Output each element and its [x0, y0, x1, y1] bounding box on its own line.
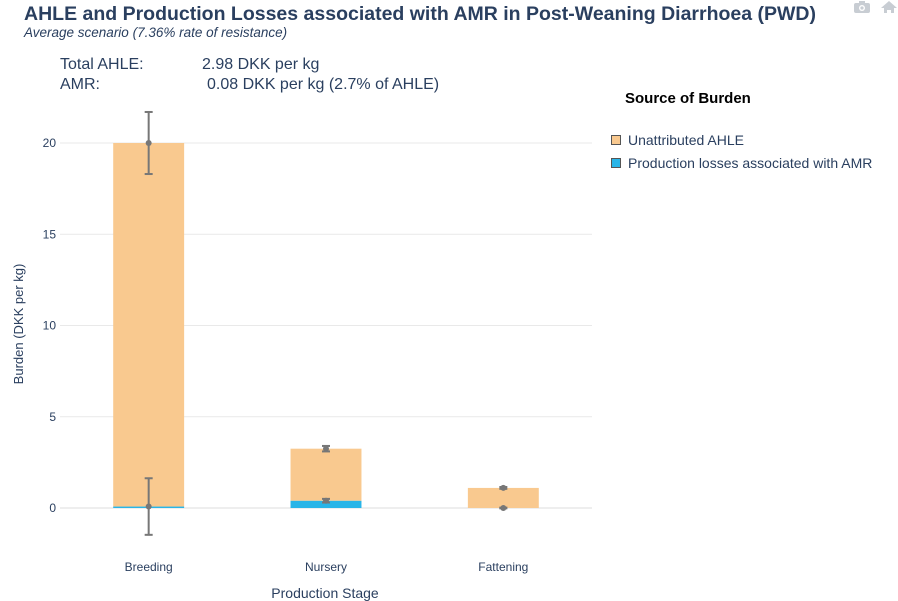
y-tick-label-20: 20: [43, 136, 57, 150]
chart-title: AHLE and Production Losses associated wi…: [24, 3, 817, 25]
home-icon[interactable]: [881, 1, 897, 13]
y-tick-label-15: 15: [43, 227, 57, 241]
legend-label-unattributed: Unattributed AHLE: [628, 132, 744, 148]
summary-amr-label: AMR:: [60, 76, 100, 93]
error-point-fattening-amr: [500, 505, 507, 511]
summary-total-label: Total AHLE:: [60, 56, 144, 73]
bars: [113, 143, 539, 508]
error-bars: [144, 110, 508, 536]
chart-subtitle: Average scenario (7.36% rate of resistan…: [24, 25, 288, 40]
y-axis-label: Burden (DKK per kg): [11, 264, 26, 385]
modebar: [848, 0, 898, 14]
x-tick-label-nursery: Nursery: [305, 560, 347, 574]
error-point-nursery-amr: [323, 497, 329, 504]
axis-ticks: 0 5 10 15 20 Breeding Nursery Fattening: [43, 136, 529, 574]
error-point-breeding-unattributed: [145, 140, 152, 146]
y-tick-label-0: 0: [49, 501, 56, 515]
legend-swatch-amr: [611, 158, 621, 168]
summary-total-value: 2.98 DKK per kg: [202, 56, 320, 73]
bar-nursery-unattributed: [290, 448, 362, 501]
y-tick-label-10: 10: [43, 319, 57, 333]
y-tick-label-5: 5: [49, 410, 56, 424]
error-point-nursery-unattributed: [323, 445, 329, 452]
bar-fattening-unattributed: [467, 487, 539, 508]
legend-label-amr: Production losses associated with AMR: [628, 155, 873, 171]
legend-swatch-unattributed: [611, 135, 621, 145]
x-tick-label-fattening: Fattening: [478, 560, 528, 574]
x-tick-label-breeding: Breeding: [125, 560, 173, 574]
bar-nursery-amr: [290, 500, 362, 508]
error-point-fattening-unattributed: [500, 484, 507, 491]
legend-item-unattributed[interactable]: Unattributed AHLE: [611, 132, 744, 148]
legend-title: Source of Burden: [625, 90, 751, 107]
error-point-breeding-amr: [145, 503, 152, 510]
summary-amr-value: 0.08 DKK per kg (2.7% of AHLE): [207, 76, 440, 93]
bar-breeding-unattributed: [113, 143, 185, 507]
x-axis-label: Production Stage: [271, 585, 379, 601]
camera-icon[interactable]: [854, 1, 870, 13]
summary-amr-row: AMR: 0.08 DKK per kg (2.7% of AHLE): [60, 76, 439, 94]
legend-item-amr[interactable]: Production losses associated with AMR: [611, 155, 872, 171]
summary-total-row: Total AHLE: 2.98 DKK per kg: [60, 56, 319, 74]
